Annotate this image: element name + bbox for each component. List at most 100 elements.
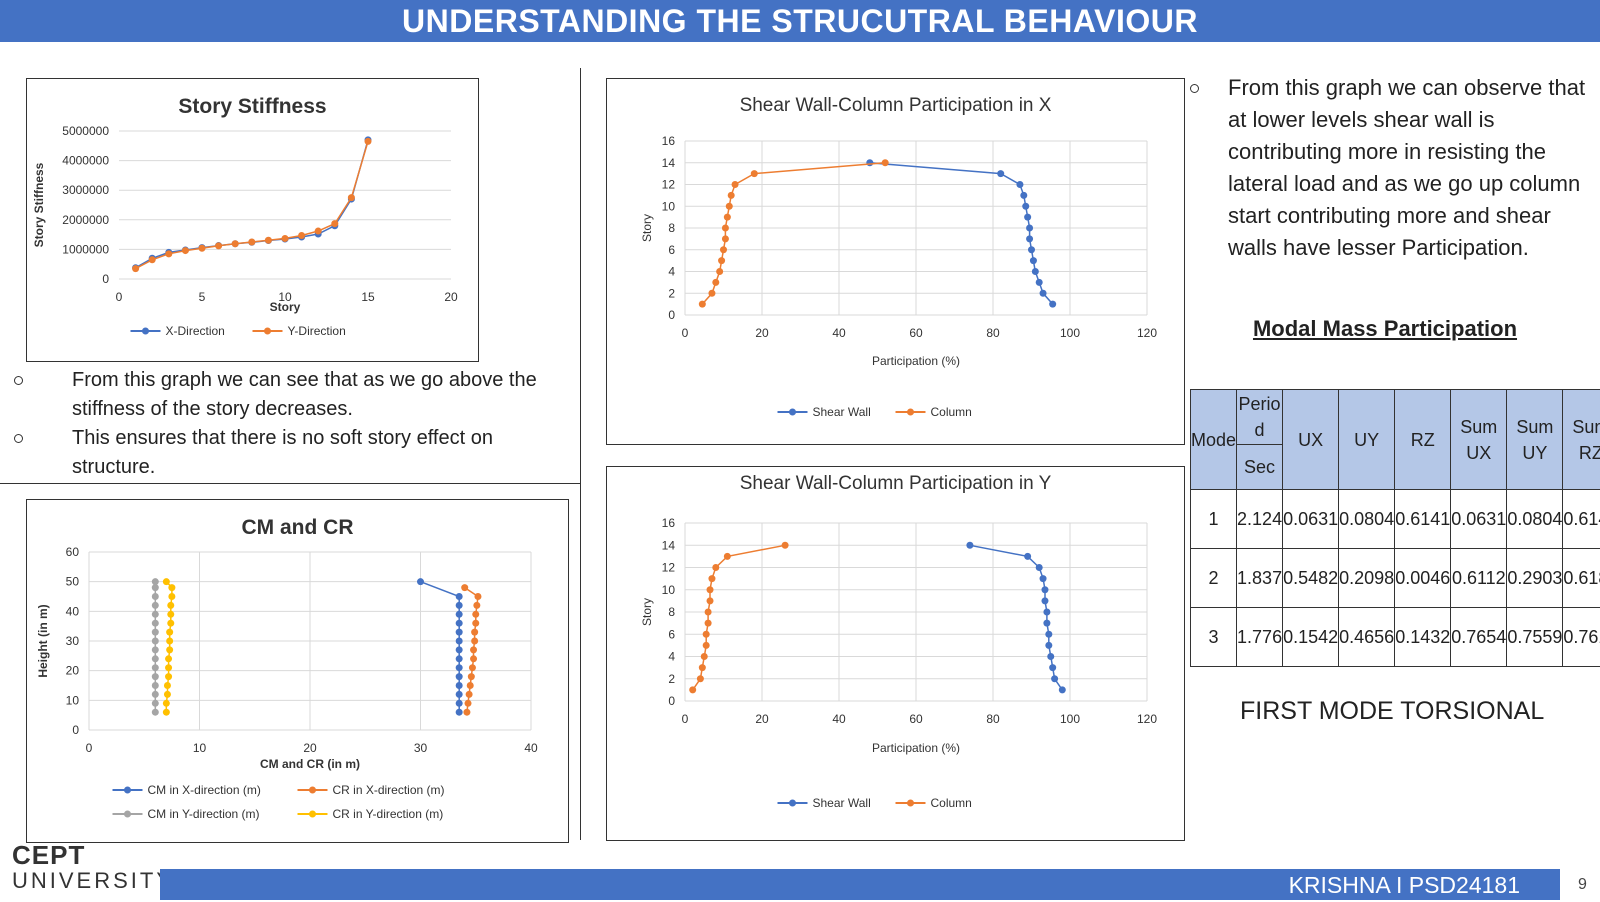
chart-title: Shear Wall-Column Participation in X: [740, 95, 1052, 116]
data-point: [165, 664, 172, 671]
data-point: [167, 602, 174, 609]
legend-swatch-marker: [309, 787, 316, 794]
x-tick-label: 0: [682, 712, 689, 726]
legend-label: Shear Wall: [813, 796, 871, 810]
data-point: [1043, 609, 1050, 616]
x-tick-label: 120: [1137, 326, 1157, 340]
data-point: [707, 597, 714, 604]
header-period: Perio d: [1237, 390, 1283, 445]
data-point: [1022, 203, 1029, 210]
modal-mass-table: Mode Perio d UX UY RZ Sum UX Sum UY Sum …: [1190, 389, 1600, 667]
cell-ux: 0.5482: [1283, 549, 1339, 608]
data-point: [1016, 181, 1023, 188]
data-point: [331, 220, 338, 227]
data-point: [882, 159, 889, 166]
data-point: [456, 691, 463, 698]
chart-title: CM and CR: [242, 516, 354, 539]
data-point: [215, 242, 222, 249]
data-point: [474, 593, 481, 600]
data-point: [298, 232, 305, 239]
data-point: [164, 682, 171, 689]
data-point: [232, 240, 239, 247]
data-point: [708, 290, 715, 297]
legend-swatch-marker: [142, 328, 149, 335]
data-point: [966, 542, 973, 549]
data-point: [132, 265, 139, 272]
x-tick-label: 20: [303, 741, 317, 755]
data-point: [167, 611, 174, 618]
x-axis-label: Story: [270, 300, 301, 314]
x-tick-label: 0: [86, 741, 93, 755]
data-point: [720, 246, 727, 253]
data-point: [708, 575, 715, 582]
data-point: [152, 620, 159, 627]
data-point: [997, 170, 1004, 177]
y-tick-label: 14: [662, 538, 676, 552]
data-point: [456, 611, 463, 618]
vertical-divider: [580, 68, 581, 840]
data-point: [152, 682, 159, 689]
header-sum-ux: Sum UX: [1451, 390, 1507, 490]
data-point: [701, 653, 708, 660]
data-point: [167, 620, 174, 627]
y-axis-label: Story: [640, 214, 654, 242]
data-point: [1030, 257, 1037, 264]
series-line: [970, 545, 1062, 690]
x-tick-label: 20: [444, 290, 458, 304]
data-point: [152, 638, 159, 645]
x-tick-label: 80: [986, 712, 1000, 726]
data-point: [463, 709, 470, 716]
x-axis-label: CM and CR (in m): [260, 757, 360, 771]
cell-sum-rz: 0.6141: [1563, 490, 1600, 549]
y-tick-label: 0: [102, 272, 109, 286]
data-point: [866, 159, 873, 166]
data-point: [152, 673, 159, 680]
y-axis-label: Story: [640, 598, 654, 626]
x-axis-label: Participation (%): [872, 741, 960, 755]
x-tick-label: 100: [1060, 712, 1080, 726]
y-tick-label: 50: [66, 575, 80, 589]
data-point: [417, 578, 424, 585]
cell-uy: 0.4656: [1339, 608, 1395, 667]
data-point: [152, 611, 159, 618]
data-point: [1041, 597, 1048, 604]
data-point: [199, 245, 206, 252]
y-tick-label: 12: [662, 178, 676, 192]
cell-rz: 0.0046: [1395, 549, 1451, 608]
cell-uy: 0.2098: [1339, 549, 1395, 608]
page-title: UNDERSTANDING THE STRUCUTRAL BEHAVIOUR: [0, 0, 1600, 42]
y-tick-label: 10: [662, 583, 676, 597]
data-point: [705, 620, 712, 627]
y-tick-label: 4: [668, 265, 675, 279]
cept-university-logo: CEPT UNIVERSITY: [12, 842, 152, 894]
bullet-circle-icon: [14, 434, 23, 443]
y-tick-label: 0: [72, 723, 79, 737]
data-point: [1049, 664, 1056, 671]
data-point: [699, 301, 706, 308]
y-tick-label: 0: [668, 308, 675, 322]
y-tick-label: 8: [668, 221, 675, 235]
data-point: [712, 564, 719, 571]
data-point: [689, 686, 696, 693]
legend-label: Column: [931, 405, 972, 419]
data-point: [473, 602, 480, 609]
logo-line-2: UNIVERSITY: [12, 868, 152, 894]
data-point: [705, 609, 712, 616]
y-tick-label: 0: [668, 694, 675, 708]
first-mode-note: FIRST MODE TORSIONAL: [1240, 697, 1544, 726]
data-point: [1040, 290, 1047, 297]
cell-sum-rz: 0.6187: [1563, 549, 1600, 608]
series-line: [693, 545, 785, 690]
header-sum-uy: Sum UY: [1507, 390, 1563, 490]
cell-sum-ux: 0.6112: [1451, 549, 1507, 608]
y-tick-label: 16: [662, 134, 676, 148]
y-tick-label: 14: [662, 156, 676, 170]
data-point: [456, 682, 463, 689]
y-tick-label: 2: [668, 672, 675, 686]
data-point: [782, 542, 789, 549]
legend-swatch-marker: [264, 328, 271, 335]
legend-swatch-marker: [309, 811, 316, 818]
data-point: [732, 181, 739, 188]
chart-title: Shear Wall-Column Participation in Y: [740, 473, 1052, 494]
